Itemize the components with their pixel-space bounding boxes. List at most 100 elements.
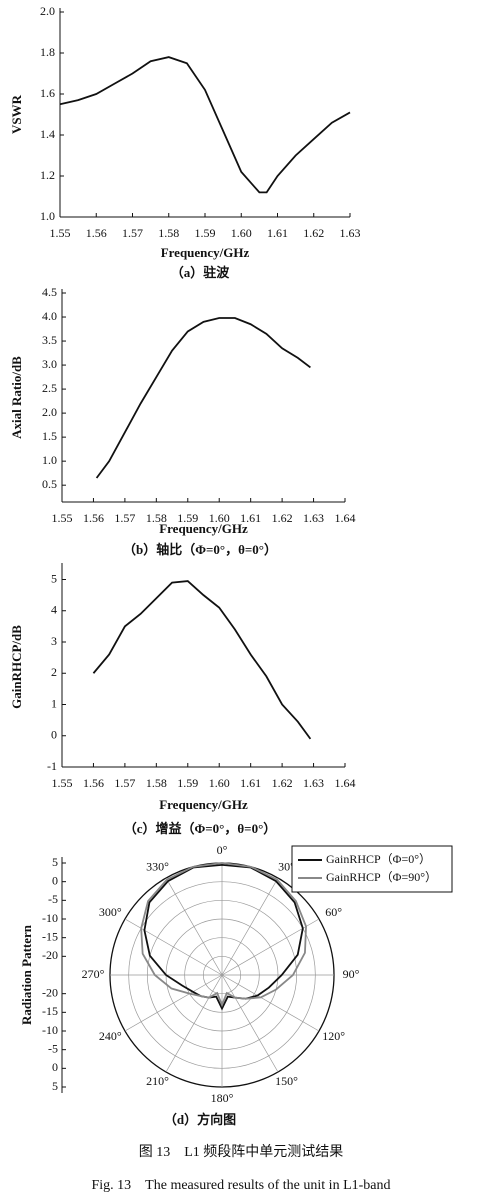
x-tick-label: 1.56 <box>83 776 104 790</box>
x-tick-label: 1.61 <box>240 776 261 790</box>
theta-tick-label: 90° <box>343 967 360 981</box>
pattern-line <box>140 862 307 1008</box>
data-line <box>59 56 351 194</box>
r-tick-label: -10 <box>42 911 58 925</box>
subfigure-caption: （d）方向图 <box>164 1112 236 1127</box>
y-tick-label: 4.5 <box>42 285 57 299</box>
x-tick-label: 1.60 <box>209 776 230 790</box>
x-tick-label: 1.60 <box>209 511 230 525</box>
data-line <box>95 317 311 479</box>
r-tick-label: -15 <box>42 1004 58 1018</box>
y-axis-label: VSWR <box>9 94 24 134</box>
x-tick-label: 1.62 <box>303 226 324 240</box>
x-tick-label: 1.61 <box>267 226 288 240</box>
y-tick-label: 0.5 <box>42 477 57 491</box>
grid-spoke <box>221 974 320 1032</box>
grid-spoke <box>124 918 223 976</box>
pattern-line <box>143 863 304 1011</box>
theta-tick-label: 150° <box>275 1074 298 1088</box>
r-tick-label: -5 <box>48 892 58 906</box>
x-tick-label: 1.63 <box>340 226 361 240</box>
x-tick-label: 1.59 <box>177 511 198 525</box>
y-tick-label: 1.6 <box>40 86 55 100</box>
theta-tick-label: 30° <box>278 859 295 873</box>
r-tick-label: -10 <box>42 1023 58 1037</box>
x-tick-label: 1.62 <box>272 511 293 525</box>
y-tick-label: 0 <box>51 728 57 742</box>
y-axis-label: Radiation Pattern <box>19 924 34 1025</box>
r-tick-label: 0 <box>52 873 58 887</box>
y-tick-label: 4 <box>51 603 57 617</box>
y-axis-label: GainRHCP/dB <box>9 625 24 709</box>
r-tick-label: -20 <box>42 948 58 962</box>
y-tick-label: 3.0 <box>42 357 57 371</box>
x-tick-label: 1.55 <box>50 226 71 240</box>
subfigure-caption: （b）轴比（Φ=0°，θ=0°） <box>123 542 277 557</box>
grid-spoke <box>124 974 223 1032</box>
theta-tick-label: 330° <box>146 859 169 873</box>
theta-tick-label: 270° <box>82 967 105 981</box>
r-tick-label: -15 <box>42 929 58 943</box>
x-tick-label: 1.56 <box>86 226 107 240</box>
theta-tick-label: 210° <box>146 1074 169 1088</box>
x-tick-label: 1.56 <box>83 511 104 525</box>
grid-spoke <box>165 974 223 1073</box>
x-tick-label: 1.62 <box>272 776 293 790</box>
r-tick-label: 5 <box>52 855 58 869</box>
y-tick-label: 2.5 <box>42 381 57 395</box>
y-tick-label: 2 <box>51 665 57 679</box>
x-tick-label: 1.55 <box>52 511 73 525</box>
y-tick-label: -1 <box>47 759 57 773</box>
subfigure-caption: （a）驻波 <box>171 265 231 280</box>
x-tick-label: 1.57 <box>114 511 135 525</box>
r-tick-label: 0 <box>52 1060 58 1074</box>
y-tick-label: 4.0 <box>42 309 57 323</box>
y-tick-label: 1.0 <box>40 209 55 223</box>
subfigure-caption: （c）增益（Φ=0°，θ=0°） <box>124 821 277 836</box>
x-tick-label: 1.64 <box>335 776 356 790</box>
figure-caption-en: Fig. 13 The measured results of the unit… <box>92 1178 391 1193</box>
legend-label: GainRHCP（Φ=90°） <box>326 870 437 884</box>
theta-tick-label: 0° <box>217 843 228 857</box>
y-tick-label: 1.4 <box>40 127 55 141</box>
theta-tick-label: 120° <box>322 1029 345 1043</box>
grid-spoke <box>165 877 223 976</box>
figure-caption-cn: 图 13 L1 频段阵中单元测试结果 <box>139 1144 344 1160</box>
theta-tick-label: 180° <box>211 1091 234 1105</box>
x-tick-label: 1.58 <box>146 776 167 790</box>
y-tick-label: 5 <box>51 571 57 585</box>
x-tick-label: 1.57 <box>114 776 135 790</box>
x-tick-label: 1.61 <box>240 511 261 525</box>
legend-label: GainRHCP（Φ=0°） <box>326 852 431 866</box>
y-tick-label: 2.0 <box>40 4 55 18</box>
legend-box <box>291 845 453 893</box>
theta-tick-label: 300° <box>99 905 122 919</box>
y-tick-label: 2.0 <box>42 405 57 419</box>
theta-tick-label: 240° <box>99 1029 122 1043</box>
x-tick-label: 1.64 <box>335 511 356 525</box>
x-tick-label: 1.59 <box>195 226 216 240</box>
x-tick-label: 1.60 <box>231 226 252 240</box>
r-tick-label: -5 <box>48 1041 58 1055</box>
x-tick-label: 1.63 <box>303 511 324 525</box>
x-tick-label: 1.58 <box>158 226 179 240</box>
y-tick-label: 1.2 <box>40 168 55 182</box>
theta-tick-label: 60° <box>325 905 342 919</box>
x-axis-label: Frequency/GHz <box>159 797 248 812</box>
y-tick-label: 1.8 <box>40 45 55 59</box>
x-tick-label: 1.55 <box>52 776 73 790</box>
x-axis-label: Frequency/GHz <box>159 521 248 536</box>
y-tick-label: 3.5 <box>42 333 57 347</box>
y-tick-label: 1.0 <box>42 453 57 467</box>
x-tick-label: 1.57 <box>122 226 143 240</box>
y-tick-label: 3 <box>51 634 57 648</box>
y-axis-label: Axial Ratio/dB <box>9 356 24 439</box>
x-axis-label: Frequency/GHz <box>161 245 250 260</box>
x-tick-label: 1.63 <box>303 776 324 790</box>
x-tick-label: 1.59 <box>177 776 198 790</box>
grid-spoke <box>221 974 279 1073</box>
r-tick-label: 5 <box>52 1079 58 1093</box>
y-tick-label: 1 <box>51 696 57 710</box>
r-tick-label: -20 <box>42 985 58 999</box>
